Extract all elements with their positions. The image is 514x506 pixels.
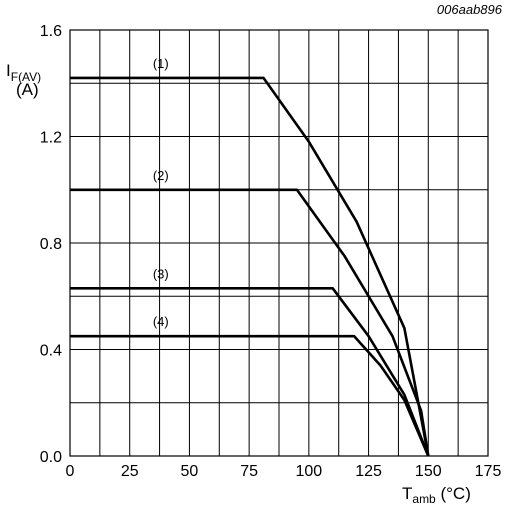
series-line-4 [70,334,430,457]
x-axis-subscript: amb [412,492,436,506]
series-line-1 [70,76,430,457]
y-tick-label: 0.4 [40,343,62,360]
series-label-2: (2) [153,168,169,183]
x-tick-label: 175 [475,463,502,480]
x-tick-label: 25 [121,463,139,480]
y-axis-symbol: I [6,61,11,80]
x-tick-label: 75 [240,463,258,480]
x-tick-label: 125 [355,463,382,480]
series-label-3: (3) [153,266,169,281]
x-axis-symbol: T [402,484,413,503]
x-tick-label: 50 [181,463,199,480]
y-tick-label: 0.8 [40,236,62,253]
y-axis-label: IF(AV) (A) [6,62,41,99]
x-axis-unit: (°C) [435,484,471,503]
x-axis-label: Tamb (°C) [402,484,471,506]
series-label-1: (1) [153,56,169,71]
y-tick-label: 1.2 [40,130,62,147]
series-line-3 [70,287,430,457]
y-axis-subscript: F(AV) [10,70,42,84]
y-tick-label: 1.6 [40,23,62,40]
x-tick-label: 0 [66,463,75,480]
x-tick-label: 150 [415,463,442,480]
series-label-4: (4) [153,314,169,329]
series-line-2 [70,188,430,457]
plot-frame [69,29,489,457]
figure-id: 006aab896 [436,2,502,17]
x-tick-label: 100 [296,463,323,480]
y-tick-label: 0.0 [40,449,62,466]
y-axis-unit: (A) [16,80,39,99]
